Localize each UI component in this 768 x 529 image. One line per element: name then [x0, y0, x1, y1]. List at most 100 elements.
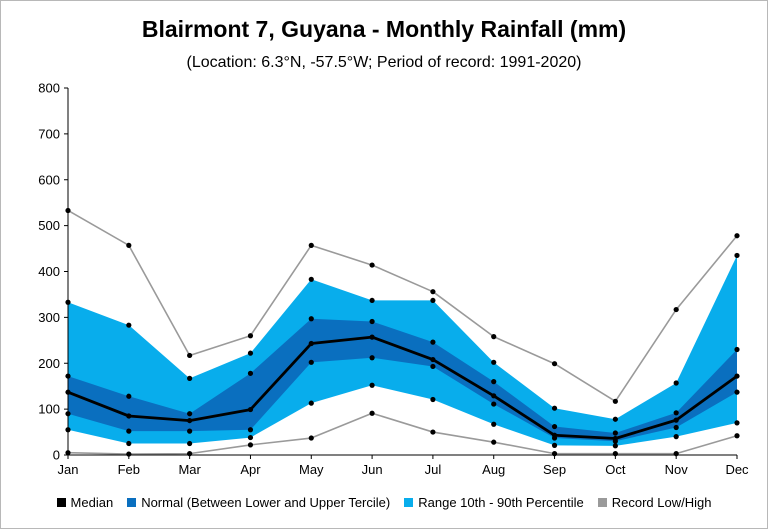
- p10-point-oct: [612, 443, 618, 449]
- chart-title: Blairmont 7, Guyana - Monthly Rainfall (…: [141, 16, 627, 42]
- y-tick-label-100: 100: [38, 402, 60, 417]
- upper-tercile-point-nov: [673, 410, 679, 416]
- x-tick-label-dec: Dec: [725, 462, 749, 477]
- y-tick-label-0: 0: [53, 448, 60, 463]
- lower-tercile-point-sep: [551, 435, 558, 441]
- median-line: [67, 335, 738, 440]
- x-tick-label-jul: Jul: [425, 462, 442, 477]
- record-high-point-jun: [369, 262, 375, 268]
- legend-label-range: Range 10th - 90th Percentile: [418, 495, 584, 510]
- legend-swatch-normal: [127, 498, 137, 507]
- legend-label-normal: Normal (Between Lower and Upper Tercile): [141, 495, 391, 510]
- p10-point-mar: [187, 440, 193, 447]
- p90-point-may: [308, 276, 314, 282]
- p90-point-dec: [734, 252, 740, 259]
- lower-tercile-point-nov: [673, 424, 679, 431]
- p10-point-sep: [551, 442, 558, 448]
- median-point-feb: [126, 413, 132, 419]
- lower-tercile-point-feb: [126, 428, 132, 434]
- record-low-point-jun: [369, 410, 375, 416]
- y-tick-label-400: 400: [38, 264, 60, 279]
- upper-tercile-point-aug: [491, 379, 497, 385]
- y-tick-label-300: 300: [38, 310, 60, 325]
- legend-item-median: Median: [56, 495, 114, 510]
- p10-point-jun: [369, 382, 375, 388]
- legend-label-record: Record Low/High: [611, 495, 712, 510]
- p90-point-jun: [369, 297, 375, 304]
- p90-point-aug: [491, 359, 497, 365]
- p10-point-may: [308, 400, 314, 406]
- x-tick-label-oct: Oct: [605, 462, 626, 477]
- record-low-point-aug: [491, 439, 497, 445]
- x-tick-label-feb: Feb: [118, 462, 140, 477]
- p10-point-jul: [430, 396, 436, 403]
- median-point-nov: [673, 417, 679, 423]
- median-point-apr: [247, 406, 254, 413]
- legend-swatch-median: [56, 498, 66, 507]
- record-low-line: [67, 412, 738, 455]
- lower-tercile-point-apr: [247, 427, 254, 433]
- upper-tercile-point-mar: [187, 411, 193, 417]
- record-high-point-oct: [612, 398, 618, 404]
- median-point-jul: [430, 356, 436, 363]
- p90-point-nov: [673, 380, 679, 386]
- median-point-aug: [491, 393, 497, 399]
- p10-point-apr: [247, 434, 254, 441]
- upper-tercile-point-feb: [126, 393, 132, 399]
- record-high-point-feb: [126, 242, 132, 248]
- median-point-dec: [734, 373, 740, 379]
- x-tick-label-sep: Sep: [543, 462, 566, 477]
- upper-tercile-point-may: [308, 316, 314, 322]
- record-high-point-apr: [247, 333, 254, 339]
- x-tick-label-may: May: [299, 462, 324, 477]
- lower-tercile-point-may: [308, 359, 314, 365]
- y-tick-label-700: 700: [38, 126, 60, 141]
- upper-tercile-point-jun: [369, 318, 375, 325]
- legend-swatch-range: [404, 498, 414, 507]
- p10-point-nov: [673, 434, 679, 440]
- p90-point-apr: [247, 350, 254, 356]
- record-low-point-apr: [247, 442, 254, 448]
- record-low-point-may: [308, 435, 314, 441]
- lower-tercile-point-dec: [734, 389, 740, 395]
- legend-swatch-record: [597, 498, 607, 507]
- record-high-point-may: [308, 242, 314, 248]
- record-high-point-dec: [734, 233, 740, 239]
- lower-tercile-point-jun: [369, 355, 375, 361]
- median-point-mar: [187, 417, 193, 424]
- legend-item-record: Record Low/High: [597, 495, 712, 510]
- upper-tercile-point-apr: [247, 370, 254, 376]
- p90-point-jul: [430, 297, 436, 304]
- upper-tercile-point-oct: [612, 430, 618, 436]
- record-high-line: [67, 209, 738, 403]
- lower-tercile-point-mar: [187, 428, 193, 434]
- p90-point-mar: [187, 375, 193, 381]
- legend-label-median: Median: [70, 495, 114, 510]
- lower-tercile-point-jul: [430, 363, 436, 370]
- p90-point-sep: [551, 405, 558, 411]
- median-point-jun: [369, 334, 375, 340]
- legend-item-range: Range 10th - 90th Percentile: [404, 495, 584, 510]
- record-low-point-dec: [734, 433, 740, 439]
- upper-tercile-point-dec: [734, 346, 740, 353]
- upper-tercile-point-sep: [551, 423, 558, 430]
- p10-point-dec: [734, 420, 740, 426]
- x-tick-label-mar: Mar: [178, 462, 201, 477]
- x-tick-label-aug: Aug: [482, 462, 505, 477]
- p10-point-feb: [126, 440, 132, 447]
- chart-legend: Median Normal (Between Lower and Upper T…: [0, 495, 768, 510]
- y-tick-label-800: 800: [38, 81, 60, 96]
- record-high-point-mar: [187, 352, 193, 359]
- x-tick-label-jun: Jun: [362, 462, 383, 477]
- legend-item-normal: Normal (Between Lower and Upper Tercile): [127, 495, 390, 510]
- p90-point-oct: [612, 416, 618, 422]
- record-high-point-sep: [551, 361, 558, 367]
- median-point-may: [308, 340, 314, 347]
- record-high-point-nov: [673, 306, 679, 313]
- x-tick-label-apr: Apr: [240, 462, 261, 477]
- x-tick-label-nov: Nov: [665, 462, 689, 477]
- y-tick-label-500: 500: [38, 218, 60, 233]
- chart-subtitle: (Location: 6.3°N, -57.5°W; Period of rec…: [186, 54, 582, 71]
- lower-tercile-point-oct: [612, 438, 618, 444]
